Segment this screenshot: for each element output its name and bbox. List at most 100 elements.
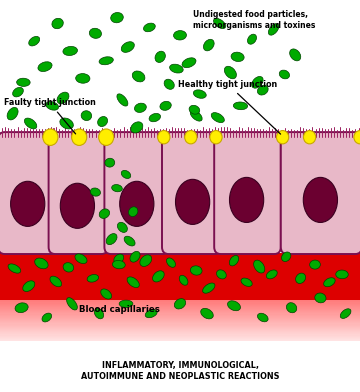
Bar [0, 266, 360, 268]
Ellipse shape [153, 271, 164, 282]
Bar [0, 308, 360, 309]
Bar [0, 339, 360, 340]
Ellipse shape [52, 18, 63, 29]
Ellipse shape [230, 178, 264, 223]
Bar [0, 276, 360, 278]
Bar [0, 318, 360, 319]
Bar [0, 287, 360, 289]
Bar [0, 278, 360, 280]
Bar [0, 336, 360, 337]
Ellipse shape [303, 178, 338, 223]
Bar [0, 306, 360, 307]
Bar [0, 333, 360, 335]
Circle shape [185, 131, 197, 144]
Bar [0, 309, 360, 310]
Circle shape [354, 131, 360, 144]
Circle shape [303, 131, 316, 144]
Bar [0, 258, 360, 260]
Ellipse shape [119, 300, 133, 307]
Bar [0, 314, 360, 315]
FancyBboxPatch shape [49, 132, 108, 254]
Bar [0, 260, 360, 261]
Ellipse shape [135, 103, 146, 113]
Bar [0, 291, 360, 293]
Bar [0, 255, 360, 256]
Bar [0, 264, 360, 265]
Ellipse shape [201, 309, 213, 319]
Ellipse shape [233, 102, 248, 110]
FancyBboxPatch shape [0, 132, 58, 254]
Ellipse shape [94, 309, 104, 319]
Bar [0, 323, 360, 325]
FancyBboxPatch shape [214, 132, 281, 254]
Bar [0, 300, 360, 302]
Ellipse shape [279, 70, 289, 79]
Bar [0, 283, 360, 284]
Bar [0, 295, 360, 296]
Circle shape [210, 131, 222, 144]
Bar [0, 326, 360, 327]
Bar [0, 317, 360, 318]
Ellipse shape [60, 183, 94, 229]
Ellipse shape [75, 254, 87, 263]
Ellipse shape [111, 13, 123, 23]
Text: Blood capillaries: Blood capillaries [79, 305, 160, 314]
Ellipse shape [127, 277, 139, 288]
Ellipse shape [57, 92, 69, 104]
Ellipse shape [282, 252, 291, 261]
Ellipse shape [120, 181, 154, 227]
Ellipse shape [229, 256, 239, 266]
Bar [0, 340, 360, 341]
Ellipse shape [176, 180, 210, 224]
Bar [0, 312, 360, 314]
Ellipse shape [160, 102, 171, 110]
Circle shape [43, 129, 58, 145]
Ellipse shape [166, 258, 176, 267]
Ellipse shape [155, 51, 165, 62]
Ellipse shape [124, 236, 135, 246]
Ellipse shape [67, 298, 77, 310]
Ellipse shape [132, 71, 145, 82]
Ellipse shape [13, 87, 23, 97]
Ellipse shape [336, 270, 348, 279]
Bar [0, 331, 360, 332]
Bar [0, 334, 360, 336]
Ellipse shape [23, 281, 35, 292]
Ellipse shape [224, 66, 237, 79]
Text: INFLAMMATORY, IMMUNOLOGICAL,
AUTOIMMUNE AND NEOPLASTIC REACTIONS: INFLAMMATORY, IMMUNOLOGICAL, AUTOIMMUNE … [81, 361, 279, 381]
Bar [0, 305, 360, 306]
Ellipse shape [216, 270, 226, 279]
Bar [0, 310, 360, 312]
Bar [0, 289, 360, 291]
Circle shape [99, 129, 114, 145]
Ellipse shape [87, 274, 99, 282]
Bar [0, 303, 360, 304]
Bar [0, 290, 360, 292]
Bar [0, 298, 360, 299]
Ellipse shape [257, 85, 268, 95]
Bar [0, 328, 360, 329]
Ellipse shape [10, 181, 45, 227]
Bar [0, 301, 360, 303]
Bar [0, 274, 360, 275]
Bar [0, 299, 360, 301]
Ellipse shape [121, 171, 131, 178]
Ellipse shape [117, 94, 128, 106]
Ellipse shape [35, 258, 48, 269]
Ellipse shape [182, 58, 196, 68]
Ellipse shape [287, 303, 297, 313]
Ellipse shape [257, 313, 268, 322]
Ellipse shape [149, 113, 161, 122]
Ellipse shape [266, 270, 277, 279]
Ellipse shape [7, 107, 18, 120]
Ellipse shape [241, 278, 252, 287]
Bar [0, 254, 360, 256]
Bar [0, 268, 360, 270]
Ellipse shape [76, 74, 90, 83]
Ellipse shape [24, 118, 37, 129]
Ellipse shape [131, 122, 143, 133]
Bar [0, 292, 360, 294]
FancyBboxPatch shape [162, 132, 221, 254]
Bar [0, 307, 360, 309]
Ellipse shape [15, 303, 28, 312]
